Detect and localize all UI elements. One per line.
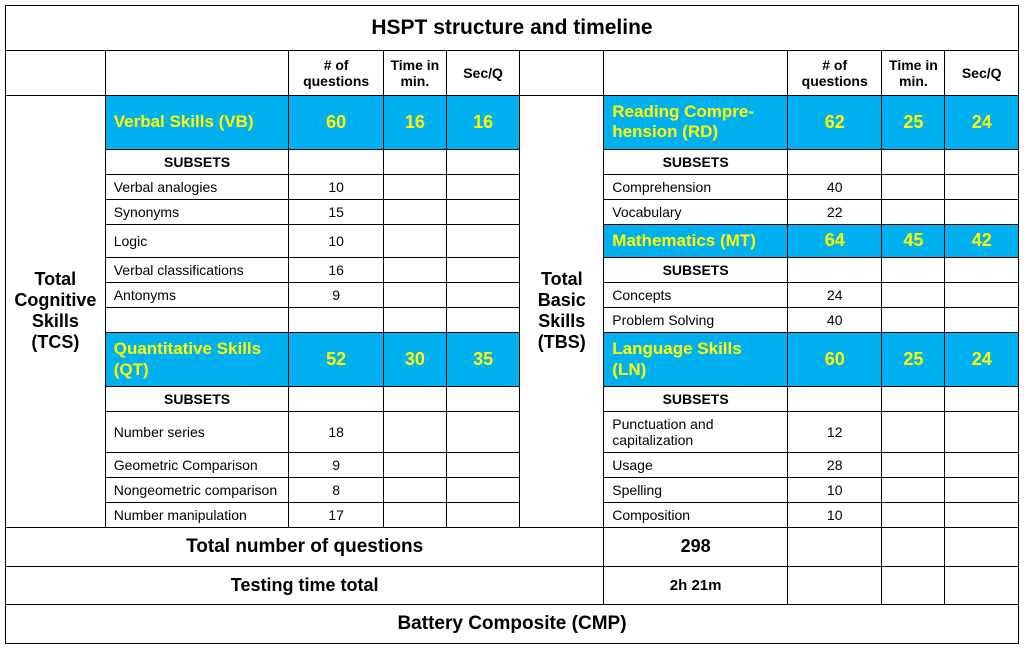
rd-q: 62 [787, 96, 881, 150]
testing-label: Testing time total [6, 566, 604, 604]
vb-s: 16 [446, 96, 519, 150]
group-tcs: Total Cognitive Skills (TCS) [6, 96, 106, 528]
subset-row: Verbal analogies 10 Comprehension 40 [6, 174, 1019, 199]
col-secq-left: Sec/Q [446, 51, 519, 96]
col-time-left: Time in min. [383, 51, 446, 96]
mt-subsets-label: SUBSETS [604, 258, 788, 283]
vb-q: 60 [289, 96, 383, 150]
battery-row: Battery Composite (CMP) [6, 604, 1019, 643]
subset-val: 10 [787, 502, 881, 527]
subset-row: Number manipulation 17 Composition 10 [6, 502, 1019, 527]
ln-t: 25 [882, 333, 945, 387]
subset-row: Antonyms 9 Concepts 24 [6, 283, 1019, 308]
subset-header-row: SUBSETS SUBSETS [6, 149, 1019, 174]
subset-val: 24 [787, 283, 881, 308]
subset-val: 40 [787, 174, 881, 199]
subset-name: Vocabulary [604, 199, 788, 224]
mt-q: 64 [787, 224, 881, 257]
section-vb: Verbal Skills (VB) [105, 96, 289, 150]
testing-val: 2h 21m [604, 566, 788, 604]
subset-val: 9 [289, 283, 383, 308]
subset-name: Usage [604, 452, 788, 477]
subset-name: Nongeometric comparison [105, 477, 289, 502]
subset-name: Synonyms [105, 199, 289, 224]
mt-s: 42 [945, 224, 1019, 257]
subset-name: Number manipulation [105, 502, 289, 527]
subset-name: Composition [604, 502, 788, 527]
rd-s: 24 [945, 96, 1019, 150]
vb-subsets-label: SUBSETS [105, 149, 289, 174]
mt-t: 45 [882, 224, 945, 257]
subset-name: Verbal classifications [105, 258, 289, 283]
testing-time-row: Testing time total 2h 21m [6, 566, 1019, 604]
subset-val: 12 [787, 411, 881, 452]
battery-label: Battery Composite (CMP) [6, 604, 1019, 643]
subset-val: 28 [787, 452, 881, 477]
subset-name: Number series [105, 411, 289, 452]
ln-q: 60 [787, 333, 881, 387]
section-rd: Reading Compre-hension (RD) [604, 96, 788, 150]
total-questions-row: Total number of questions 298 [6, 527, 1019, 566]
subset-name: Concepts [604, 283, 788, 308]
subset-val: 8 [289, 477, 383, 502]
vb-t: 16 [383, 96, 446, 150]
col-questions-left: # of questions [289, 51, 383, 96]
hspt-table: HSPT structure and timeline # of questio… [5, 5, 1019, 644]
subset-name: Spelling [604, 477, 788, 502]
subset-val [289, 308, 383, 333]
subset-row: Problem Solving 40 [6, 308, 1019, 333]
rd-subsets-label: SUBSETS [604, 149, 788, 174]
section-row: Quantitative Skills (QT) 52 30 35 Langua… [6, 333, 1019, 387]
subset-header-row: SUBSETS SUBSETS [6, 386, 1019, 411]
subset-val: 9 [289, 452, 383, 477]
col-time-right: Time in min. [882, 51, 945, 96]
subset-val: 15 [289, 199, 383, 224]
section-mt: Mathematics (MT) [604, 224, 788, 257]
qt-subsets-label: SUBSETS [105, 386, 289, 411]
subset-val: 40 [787, 308, 881, 333]
subset-row: Nongeometric comparison 8 Spelling 10 [6, 477, 1019, 502]
ln-subsets-label: SUBSETS [604, 386, 788, 411]
subset-name: Antonyms [105, 283, 289, 308]
qt-q: 52 [289, 333, 383, 387]
subset-val: 17 [289, 502, 383, 527]
subset-row: Number series 18 Punctuation and capital… [6, 411, 1019, 452]
header-row: # of questions Time in min. Sec/Q # of q… [6, 51, 1019, 96]
subset-val: 22 [787, 199, 881, 224]
subset-name: Geometric Comparison [105, 452, 289, 477]
subset-val: 16 [289, 258, 383, 283]
subset-val: 10 [289, 174, 383, 199]
subset-name: Punctuation and capitalization [604, 411, 788, 452]
total-q-label: Total number of questions [6, 527, 604, 566]
section-qt: Quantitative Skills (QT) [105, 333, 289, 387]
col-questions-right: # of questions [787, 51, 881, 96]
subset-name: Problem Solving [604, 308, 788, 333]
subset-row: Geometric Comparison 9 Usage 28 [6, 452, 1019, 477]
subset-val: 10 [289, 224, 383, 257]
total-q-val: 298 [604, 527, 788, 566]
subset-name: Logic [105, 224, 289, 257]
qt-t: 30 [383, 333, 446, 387]
col-secq-right: Sec/Q [945, 51, 1019, 96]
subset-name: Comprehension [604, 174, 788, 199]
table-title: HSPT structure and timeline [6, 6, 1019, 51]
group-tbs: Total Basic Skills (TBS) [520, 96, 604, 528]
subset-val: 10 [787, 477, 881, 502]
subset-row: Logic 10 Mathematics (MT) 64 45 42 [6, 224, 1019, 257]
subset-row: Synonyms 15 Vocabulary 22 [6, 199, 1019, 224]
subset-row: Verbal classifications 16 SUBSETS [6, 258, 1019, 283]
rd-t: 25 [882, 96, 945, 150]
subset-name: Verbal analogies [105, 174, 289, 199]
subset-name [105, 308, 289, 333]
ln-s: 24 [945, 333, 1019, 387]
qt-s: 35 [446, 333, 519, 387]
section-row: Total Cognitive Skills (TCS) Verbal Skil… [6, 96, 1019, 150]
section-ln: Language Skills (LN) [604, 333, 788, 387]
subset-val: 18 [289, 411, 383, 452]
